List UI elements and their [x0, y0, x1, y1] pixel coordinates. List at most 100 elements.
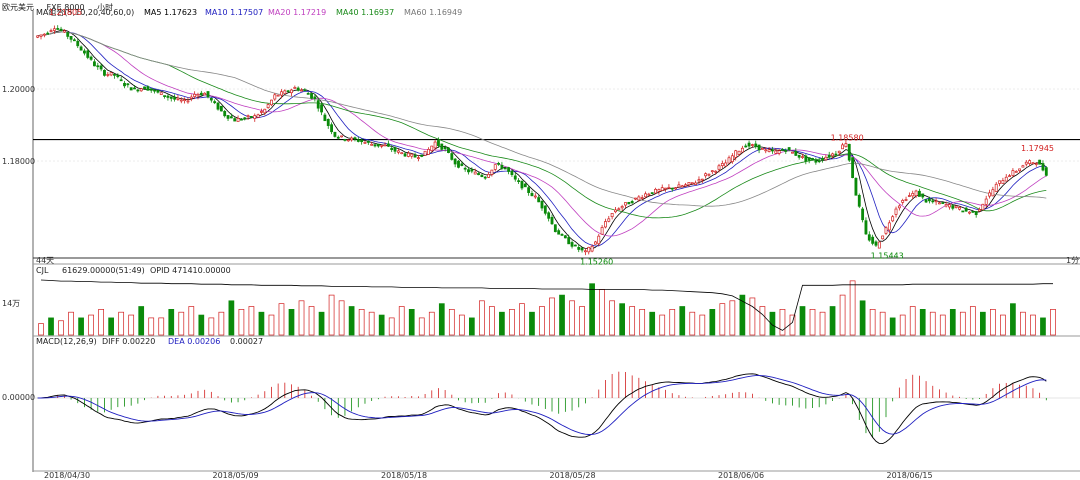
- candle-up: [707, 173, 711, 176]
- volume-bar-up: [328, 294, 335, 336]
- candle-down: [1041, 163, 1045, 171]
- candle-up: [694, 182, 698, 185]
- cjl-label[interactable]: CJL: [36, 266, 49, 275]
- candle-up: [1021, 165, 1025, 168]
- volume-bar-down: [829, 306, 836, 336]
- volume-bar-down: [78, 317, 84, 336]
- candle-down: [974, 211, 978, 216]
- volume-bar-up: [819, 311, 826, 336]
- candle-down: [530, 193, 534, 197]
- volume-bar-up: [809, 309, 816, 336]
- candle-down: [470, 169, 474, 172]
- volume-bar-up: [128, 314, 135, 336]
- candle-up: [988, 192, 991, 197]
- ma60-label: MA60 1.16949: [404, 8, 462, 17]
- opid-label: OPID 471410.00000: [150, 266, 231, 275]
- candle-down: [116, 74, 120, 78]
- volume-bar-up: [969, 306, 976, 336]
- candle-down: [483, 176, 487, 179]
- macd-label[interactable]: MACD(12,26,9): [36, 337, 97, 346]
- candle-down: [86, 50, 90, 58]
- candle-down: [543, 205, 547, 214]
- candle-up: [831, 153, 834, 157]
- volume-bar-up: [659, 314, 666, 336]
- volume-bar-up: [629, 306, 636, 336]
- candle-up: [801, 156, 804, 158]
- candle-up: [624, 202, 627, 206]
- candle-up: [954, 205, 958, 208]
- volume-bar-up: [569, 300, 575, 336]
- candle-up: [370, 143, 374, 146]
- candle-down: [927, 198, 931, 202]
- candle-down: [56, 28, 60, 30]
- candle-down: [1044, 167, 1048, 176]
- candle-down: [437, 140, 440, 146]
- candle-up: [944, 204, 948, 207]
- ma20-label: MA20 1.17219: [268, 8, 326, 17]
- volume-bar-up: [879, 311, 886, 336]
- candle-down: [443, 146, 447, 150]
- candle-up: [714, 170, 718, 173]
- candle-down: [173, 97, 177, 100]
- volume-bar-down: [709, 309, 716, 336]
- candle-down: [537, 197, 541, 203]
- candle-up: [720, 163, 724, 167]
- volume-bar-down: [258, 311, 265, 336]
- volume-bar-up: [368, 311, 375, 336]
- candle-down: [460, 163, 464, 166]
- volume-bar-down: [979, 311, 986, 336]
- volume-bar-down: [799, 306, 806, 336]
- candle-up: [340, 135, 344, 138]
- candle-up: [196, 94, 200, 97]
- candle-up: [380, 144, 384, 147]
- candle-down: [333, 131, 337, 137]
- volume-bar-up: [398, 306, 405, 336]
- candle-down: [113, 73, 116, 76]
- candle-down: [450, 153, 454, 160]
- candle-up: [1028, 160, 1032, 164]
- candle-down: [129, 87, 133, 91]
- candle-down: [326, 119, 330, 126]
- candle-down: [941, 202, 945, 204]
- candle-down: [557, 230, 561, 235]
- candle-down: [781, 149, 784, 151]
- ma-combo-label[interactable]: MA组合(5,10,20,40,60,0): [36, 7, 134, 17]
- candle-down: [233, 118, 237, 122]
- volume-bar-up: [549, 297, 555, 336]
- candle-down: [650, 192, 654, 194]
- volume-bar-up: [338, 300, 345, 336]
- candle-up: [697, 179, 701, 182]
- volume-bar-down: [649, 311, 656, 336]
- instrument-title[interactable]: 欧元美元: [2, 3, 34, 12]
- volume-bar-down: [168, 309, 175, 336]
- instrument-code: FXE 8000: [46, 3, 85, 12]
- axis-right-label: 1分: [1066, 256, 1079, 265]
- candle-down: [477, 173, 480, 176]
- candle-down: [306, 93, 310, 95]
- candle-up: [824, 156, 828, 161]
- candle-up: [350, 137, 354, 141]
- candle-down: [296, 87, 300, 91]
- candle-up: [1034, 163, 1038, 165]
- period-selector[interactable]: 小时: [97, 3, 114, 12]
- volume-bar-down: [769, 311, 776, 336]
- volume-bar-down: [108, 317, 115, 336]
- candle-up: [881, 235, 885, 240]
- volume-bar-up: [909, 306, 916, 336]
- candle-up: [39, 34, 43, 37]
- candle-down: [861, 208, 865, 221]
- candle-down: [570, 242, 574, 247]
- candle-down: [156, 90, 160, 93]
- volume-bar-up: [298, 300, 305, 336]
- candle-up: [1024, 161, 1028, 165]
- candle-down: [854, 177, 858, 196]
- candle-up: [891, 216, 895, 222]
- candle-up: [276, 94, 280, 97]
- candle-down: [243, 117, 247, 120]
- candle-up: [717, 165, 721, 170]
- candle-up: [427, 149, 430, 155]
- volume-bar-down: [889, 317, 896, 336]
- candle-up: [894, 208, 898, 215]
- candle-down: [123, 82, 126, 87]
